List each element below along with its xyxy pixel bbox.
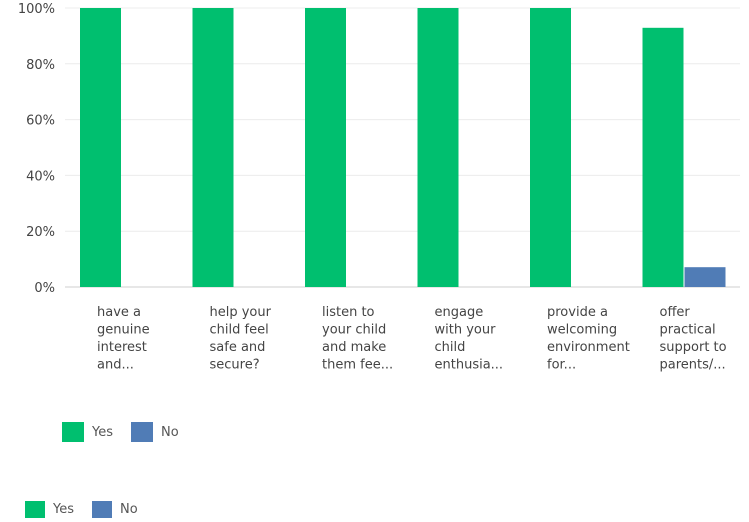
bar-yes-6[interactable] — [642, 27, 684, 288]
y-tick-label: 80% — [26, 58, 55, 73]
legend-secondary: Yes No — [25, 501, 156, 518]
y-tick-label: 20% — [26, 225, 55, 240]
x-category-label: listen to your child and make them fee... — [322, 305, 393, 373]
legend-label-no: No — [120, 502, 138, 517]
x-category-label: have a genuine interest and... — [97, 305, 150, 373]
y-tick-label: 40% — [26, 169, 55, 184]
legend-primary: Yes No — [62, 422, 197, 442]
x-category-label: engage with your child enthusia... — [435, 305, 504, 373]
legend-item-yes[interactable]: Yes — [62, 422, 113, 442]
legend-swatch-yes — [25, 501, 45, 518]
y-axis: 0% 20% 40% 60% 80% 100% — [18, 2, 55, 296]
x-category-label: offer practical support to parents/... — [660, 305, 727, 373]
bar-yes-1[interactable] — [80, 8, 121, 287]
legend-item-yes[interactable]: Yes — [25, 501, 74, 518]
bar-chart: 0% 20% 40% 60% 80% 100% have a genuine interest… — [18, 2, 740, 373]
legend-item-no[interactable]: No — [92, 501, 138, 518]
y-tick-label: 100% — [18, 2, 55, 17]
legend-swatch-no — [131, 422, 153, 442]
bar-yes-5[interactable] — [530, 8, 571, 287]
legend-label-no: No — [161, 424, 179, 440]
bar-yes-4[interactable] — [417, 8, 459, 287]
x-category-label: provide a welcoming environment for... — [547, 305, 630, 373]
bar-yes-2[interactable] — [192, 8, 234, 287]
legend-swatch-yes — [62, 422, 84, 442]
y-tick-label: 0% — [34, 281, 55, 296]
bar-no-6[interactable] — [684, 267, 726, 287]
legend-swatch-no — [92, 501, 112, 518]
y-tick-label: 60% — [26, 114, 55, 129]
bars — [80, 8, 726, 288]
gridlines — [65, 7, 740, 288]
bar-yes-3[interactable] — [305, 8, 346, 287]
x-category-label: help your child feel safe and secure? — [210, 305, 272, 373]
x-axis: have a genuine interest and... help your chil… — [97, 305, 727, 373]
legend-label-yes: Yes — [53, 502, 74, 517]
legend-item-no[interactable]: No — [131, 422, 179, 442]
legend-label-yes: Yes — [92, 424, 113, 440]
